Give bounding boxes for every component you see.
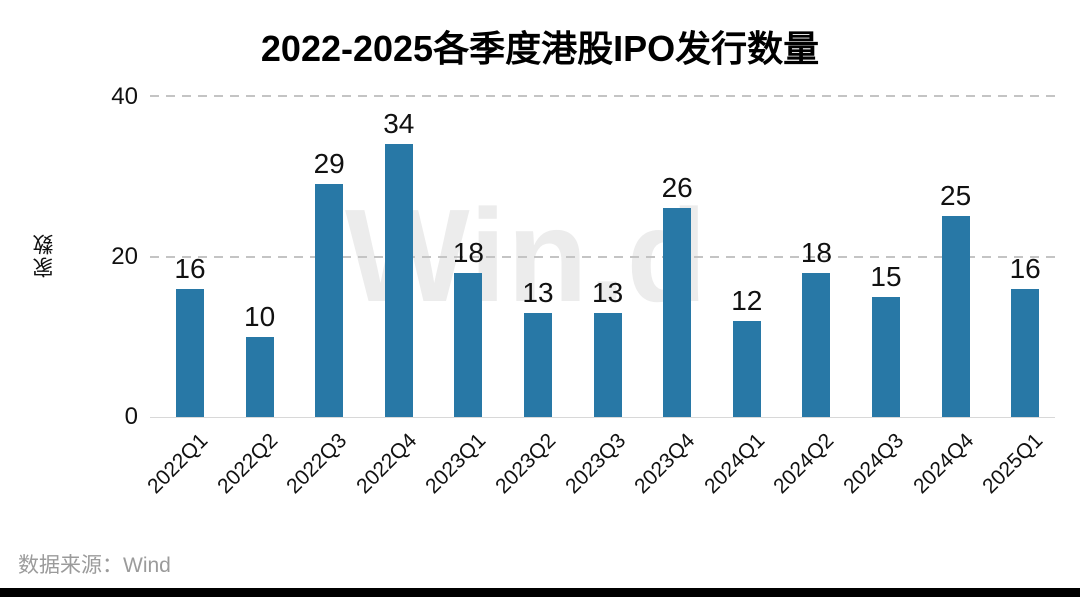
bar-2022Q4 <box>384 144 413 417</box>
x-axis-line <box>150 416 1055 418</box>
y-tick-40: 40 <box>111 83 138 110</box>
bar-2022Q2 <box>245 337 274 417</box>
bar-2023Q2 <box>524 313 552 417</box>
bar-value-label: 15 <box>870 261 902 292</box>
bar-2022Q1 <box>176 289 204 417</box>
bar-value-label: 13 <box>522 277 554 308</box>
footer-black-bar <box>0 588 1080 597</box>
bar-2025Q1 <box>1011 289 1040 417</box>
bar-2024Q3 <box>872 297 900 417</box>
y-tick-0: 0 <box>124 403 138 430</box>
bar-value-label: 26 <box>661 172 693 203</box>
bar-value-label: 29 <box>313 148 345 179</box>
bar-2023Q3 <box>593 313 622 417</box>
bar-value-label: 12 <box>731 285 763 316</box>
bar-value-label: 18 <box>452 237 484 268</box>
data-source-note: 数据来源：Wind <box>18 554 171 577</box>
bar-value-label: 16 <box>1009 253 1041 284</box>
bar-2024Q1 <box>732 321 761 417</box>
bar-2022Q3 <box>315 184 344 417</box>
gridline-40 <box>150 95 1055 97</box>
bar-2023Q4 <box>663 208 692 417</box>
bar-value-label: 13 <box>592 277 624 308</box>
bar-value-label: 18 <box>800 237 832 268</box>
gridline-20 <box>150 256 1055 258</box>
bar-value-label: 34 <box>383 108 415 139</box>
bar-2024Q2 <box>802 273 831 417</box>
bar-value-label: 16 <box>174 253 206 284</box>
y-tick-20: 20 <box>111 243 138 270</box>
plot-area: 16 10 29 34 18 13 13 26 12 18 15 25 16 <box>150 80 1055 418</box>
bar-2023Q1 <box>454 273 483 417</box>
chart-title: 2022-2025各季度港股IPO发行数量 <box>260 28 820 69</box>
bar-value-label: 25 <box>940 180 972 211</box>
bar-value-label: 10 <box>244 301 276 332</box>
bar-2024Q4 <box>941 216 970 417</box>
